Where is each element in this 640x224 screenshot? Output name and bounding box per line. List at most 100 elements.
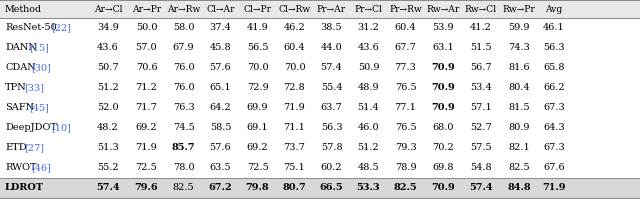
Text: 60.4: 60.4 — [284, 43, 305, 52]
Text: 71.9: 71.9 — [542, 183, 566, 192]
Text: Method: Method — [5, 4, 42, 13]
Text: 59.9: 59.9 — [508, 24, 530, 32]
Text: Avg: Avg — [545, 4, 563, 13]
Text: [33]: [33] — [24, 84, 44, 93]
Text: 70.6: 70.6 — [136, 63, 157, 73]
Text: 54.8: 54.8 — [470, 164, 492, 172]
Text: 81.5: 81.5 — [508, 103, 530, 112]
Text: 76.0: 76.0 — [173, 84, 195, 93]
Text: 76.5: 76.5 — [395, 84, 416, 93]
Text: 69.2: 69.2 — [136, 123, 157, 133]
Text: 67.7: 67.7 — [395, 43, 417, 52]
Text: 67.2: 67.2 — [209, 183, 232, 192]
Text: 77.1: 77.1 — [395, 103, 417, 112]
Text: Cl→Pr: Cl→Pr — [243, 4, 271, 13]
Text: 56.3: 56.3 — [543, 43, 565, 52]
Bar — [0, 0, 640, 18]
Text: 79.8: 79.8 — [246, 183, 269, 192]
Text: Pr→Ar: Pr→Ar — [317, 4, 346, 13]
Text: 46.1: 46.1 — [543, 24, 565, 32]
Text: 69.1: 69.1 — [246, 123, 268, 133]
Text: 75.1: 75.1 — [284, 164, 305, 172]
Text: DeepJDOT: DeepJDOT — [5, 123, 57, 133]
Text: 70.9: 70.9 — [431, 63, 455, 73]
Text: Rw→Ar: Rw→Ar — [426, 4, 460, 13]
Text: 82.5: 82.5 — [394, 183, 417, 192]
Text: 41.2: 41.2 — [470, 24, 492, 32]
Text: 64.3: 64.3 — [543, 123, 565, 133]
Text: 51.5: 51.5 — [470, 43, 492, 52]
Text: 69.9: 69.9 — [247, 103, 268, 112]
Text: 53.4: 53.4 — [470, 84, 492, 93]
Text: 63.7: 63.7 — [321, 103, 342, 112]
Text: 76.0: 76.0 — [173, 63, 195, 73]
Text: 52.0: 52.0 — [97, 103, 119, 112]
Text: 71.7: 71.7 — [136, 103, 157, 112]
Text: [15]: [15] — [29, 43, 49, 52]
Text: Ar→Pr: Ar→Pr — [132, 4, 161, 13]
Text: Ar→Cl: Ar→Cl — [93, 4, 122, 13]
Text: 67.9: 67.9 — [173, 43, 195, 52]
Text: 31.2: 31.2 — [358, 24, 380, 32]
Text: 57.1: 57.1 — [470, 103, 492, 112]
Text: 70.0: 70.0 — [284, 63, 305, 73]
Text: Cl→Rw: Cl→Rw — [278, 4, 310, 13]
Text: 57.4: 57.4 — [321, 63, 342, 73]
Text: 60.2: 60.2 — [321, 164, 342, 172]
Text: 56.7: 56.7 — [470, 63, 492, 73]
Text: 71.9: 71.9 — [136, 144, 157, 153]
Text: 84.8: 84.8 — [507, 183, 531, 192]
Text: 64.2: 64.2 — [210, 103, 232, 112]
Text: CDAN: CDAN — [5, 63, 36, 73]
Text: 82.5: 82.5 — [508, 164, 530, 172]
Text: 52.7: 52.7 — [470, 123, 492, 133]
Text: 48.2: 48.2 — [97, 123, 119, 133]
Text: 79.3: 79.3 — [395, 144, 417, 153]
Text: 78.0: 78.0 — [173, 164, 195, 172]
Text: 70.0: 70.0 — [246, 63, 268, 73]
Text: LDROT: LDROT — [5, 183, 44, 192]
Text: 70.9: 70.9 — [431, 183, 455, 192]
Text: 72.8: 72.8 — [284, 84, 305, 93]
Text: 71.1: 71.1 — [284, 123, 305, 133]
Text: 53.9: 53.9 — [432, 24, 454, 32]
Text: Cl→Ar: Cl→Ar — [206, 4, 235, 13]
Text: 68.0: 68.0 — [432, 123, 454, 133]
Text: 74.5: 74.5 — [173, 123, 195, 133]
Text: 69.2: 69.2 — [246, 144, 268, 153]
Text: [45]: [45] — [29, 103, 49, 112]
Text: 43.6: 43.6 — [358, 43, 380, 52]
Text: 67.6: 67.6 — [543, 164, 565, 172]
Text: [22]: [22] — [51, 24, 71, 32]
Text: 80.7: 80.7 — [283, 183, 307, 192]
Text: 85.7: 85.7 — [172, 144, 195, 153]
Text: SAFN: SAFN — [5, 103, 34, 112]
Text: 51.3: 51.3 — [97, 144, 119, 153]
Text: 70.2: 70.2 — [432, 144, 454, 153]
Text: 72.9: 72.9 — [246, 84, 268, 93]
Text: Rw→Cl: Rw→Cl — [465, 4, 497, 13]
Text: TPN: TPN — [5, 84, 27, 93]
Text: 46.2: 46.2 — [284, 24, 305, 32]
Text: [46]: [46] — [31, 164, 51, 172]
Text: 51.2: 51.2 — [358, 144, 380, 153]
Text: 57.4: 57.4 — [469, 183, 493, 192]
Text: 82.5: 82.5 — [173, 183, 195, 192]
Text: 69.8: 69.8 — [432, 164, 454, 172]
Text: 67.3: 67.3 — [543, 103, 565, 112]
Text: 77.3: 77.3 — [395, 63, 417, 73]
Text: 71.2: 71.2 — [136, 84, 157, 93]
Text: [10]: [10] — [51, 123, 71, 133]
Text: 65.1: 65.1 — [210, 84, 231, 93]
Text: Rw→Pr: Rw→Pr — [502, 4, 536, 13]
Text: 34.9: 34.9 — [97, 24, 119, 32]
Text: 78.9: 78.9 — [395, 164, 416, 172]
Text: 55.2: 55.2 — [97, 164, 119, 172]
Text: 65.8: 65.8 — [543, 63, 564, 73]
Text: 53.3: 53.3 — [356, 183, 380, 192]
Text: 63.1: 63.1 — [432, 43, 454, 52]
Text: Pr→Cl: Pr→Cl — [355, 4, 383, 13]
Text: 57.6: 57.6 — [210, 63, 231, 73]
Text: 48.9: 48.9 — [358, 84, 380, 93]
Text: 56.3: 56.3 — [321, 123, 342, 133]
